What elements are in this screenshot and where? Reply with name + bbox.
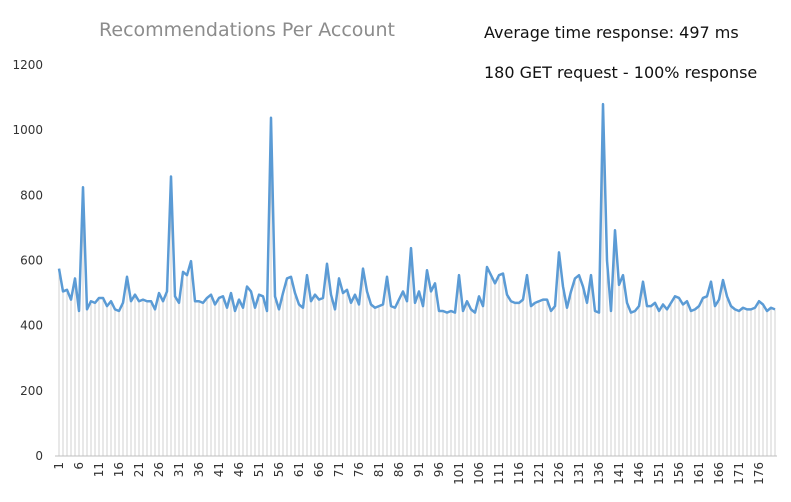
x-tick-label: 91 bbox=[412, 462, 426, 477]
x-tick-label: 21 bbox=[132, 462, 146, 477]
y-tick-label: 0 bbox=[35, 449, 43, 463]
x-tick-label: 96 bbox=[432, 462, 446, 477]
y-tick-label: 1200 bbox=[12, 58, 43, 72]
x-tick-label: 31 bbox=[172, 462, 186, 477]
x-tick-label: 111 bbox=[492, 462, 506, 485]
average-response-annotation: Average time response: 497 ms bbox=[484, 23, 739, 42]
y-tick-label: 800 bbox=[20, 188, 43, 202]
y-tick-label: 600 bbox=[20, 254, 43, 268]
x-tick-label: 66 bbox=[312, 462, 326, 477]
x-tick-label: 171 bbox=[732, 462, 746, 485]
x-tick-label: 56 bbox=[272, 462, 286, 477]
x-tick-label: 16 bbox=[112, 462, 126, 477]
x-tick-label: 1 bbox=[52, 462, 66, 470]
y-tick-label: 400 bbox=[20, 319, 43, 333]
request-count-annotation: 180 GET request - 100% response bbox=[484, 63, 757, 82]
drop-lines bbox=[58, 104, 776, 456]
x-tick-label: 51 bbox=[252, 462, 266, 477]
x-tick-label: 106 bbox=[472, 462, 486, 485]
x-tick-label: 41 bbox=[212, 462, 226, 477]
x-tick-label: 146 bbox=[632, 462, 646, 485]
x-tick-label: 71 bbox=[332, 462, 346, 477]
x-tick-label: 126 bbox=[552, 462, 566, 485]
x-tick-label: 36 bbox=[192, 462, 206, 477]
x-tick-label: 161 bbox=[692, 462, 706, 485]
chart-title: Recommendations Per Account bbox=[99, 19, 395, 41]
x-tick-label: 131 bbox=[572, 462, 586, 485]
x-tick-label: 46 bbox=[232, 462, 246, 477]
x-tick-label: 136 bbox=[592, 462, 606, 485]
x-tick-label: 76 bbox=[352, 462, 366, 477]
x-tick-label: 26 bbox=[152, 462, 166, 477]
x-tick-label: 61 bbox=[292, 462, 306, 477]
x-tick-label: 101 bbox=[452, 462, 466, 485]
x-tick-label: 86 bbox=[392, 462, 406, 477]
x-tick-label: 141 bbox=[612, 462, 626, 485]
x-axis: 1 6 11 16 21 26 31 36 41 46 51 56 61 66 71 76 81 86 91 96 10… bbox=[52, 462, 766, 485]
x-tick-label: 156 bbox=[672, 462, 686, 485]
response-time-line bbox=[57, 102, 776, 314]
x-tick-label: 81 bbox=[372, 462, 386, 477]
y-tick-label: 1000 bbox=[12, 123, 43, 137]
x-tick-label: 151 bbox=[652, 462, 666, 485]
x-tick-label: 116 bbox=[512, 462, 526, 485]
x-tick-label: 176 bbox=[752, 462, 766, 485]
y-axis: 0 200 400 600 800 1000 1200 bbox=[12, 58, 43, 463]
x-tick-label: 6 bbox=[72, 462, 86, 470]
x-tick-label: 166 bbox=[712, 462, 726, 485]
x-tick-label: 11 bbox=[92, 462, 106, 477]
x-tick-label: 121 bbox=[532, 462, 546, 485]
y-tick-label: 200 bbox=[20, 384, 43, 398]
